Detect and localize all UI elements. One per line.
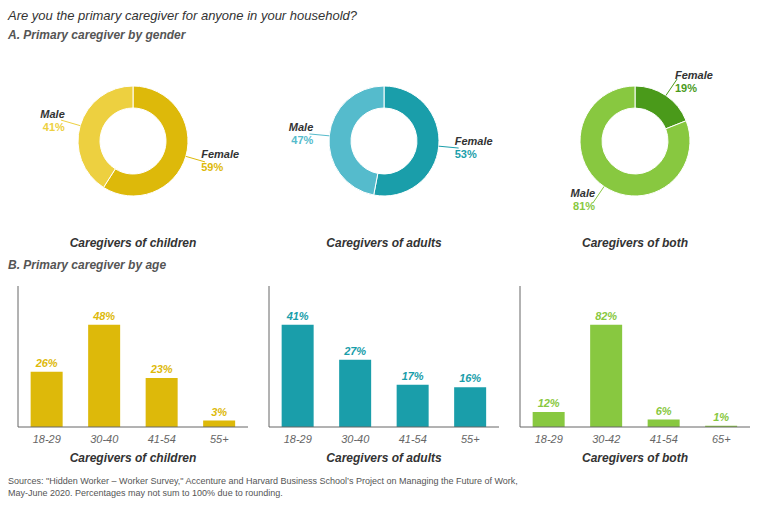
svg-text:41-54: 41-54: [148, 433, 176, 445]
html-text:Caregivers of children: Caregivers of children: [69, 236, 197, 250]
svg-text:23%: 23%: [150, 363, 173, 375]
svg-text:82%: 82%: [595, 310, 617, 322]
svg-text:41-54: 41-54: [399, 433, 427, 445]
svg-text:26%: 26%: [35, 357, 58, 369]
svg-text:18-29: 18-29: [33, 433, 61, 445]
html-text:B. Primary caregiver by age: B. Primary caregiver by age: [8, 258, 167, 272]
svg-text:12%: 12%: [538, 397, 560, 409]
html-text:Caregivers of children: Caregivers of children: [69, 451, 197, 465]
svg-text:41-54: 41-54: [650, 433, 678, 445]
html-text:Caregivers of both: Caregivers of both: [582, 451, 688, 465]
svg-text:17%: 17%: [402, 370, 424, 382]
svg-text:Female19%: Female19%: [675, 69, 713, 94]
svg-text:48%: 48%: [92, 310, 115, 322]
svg-text:3%: 3%: [211, 406, 227, 418]
svg-text:65+: 65+: [712, 433, 731, 445]
svg-text:55+: 55+: [461, 433, 480, 445]
svg-text:Male47%: Male47%: [289, 121, 314, 146]
html-text:Are you the primary caregiver: Are you the primary caregiver for anyone…: [8, 8, 357, 23]
svg-text:18-29: 18-29: [284, 433, 312, 445]
svg-text:30-40: 30-40: [90, 433, 119, 445]
html-text:Sources: "Hidden Worker – Work: Sources: "Hidden Worker – Worker Survey,…: [8, 476, 518, 498]
svg-text:30-42: 30-42: [592, 433, 620, 445]
svg-text:Female53%: Female53%: [455, 135, 493, 160]
html-text:Caregivers of adults: Caregivers of adults: [326, 451, 442, 465]
html-text:Caregivers of adults: Caregivers of adults: [326, 236, 442, 250]
svg-text:16%: 16%: [459, 372, 481, 384]
html-text:Caregivers of both: Caregivers of both: [582, 236, 688, 250]
svg-text:1%: 1%: [713, 411, 729, 423]
svg-text:Male81%: Male81%: [571, 187, 596, 212]
html-text:A. Primary caregiver by gender: A. Primary caregiver by gender: [8, 28, 186, 42]
svg-text:55+: 55+: [210, 433, 229, 445]
svg-text:6%: 6%: [656, 405, 672, 417]
svg-text:41%: 41%: [286, 310, 309, 322]
svg-text:Male41%: Male41%: [40, 108, 65, 133]
svg-text:18-29: 18-29: [535, 433, 563, 445]
svg-text:27%: 27%: [343, 345, 366, 357]
svg-text:Female59%: Female59%: [201, 148, 239, 173]
svg-text:30-40: 30-40: [341, 433, 370, 445]
